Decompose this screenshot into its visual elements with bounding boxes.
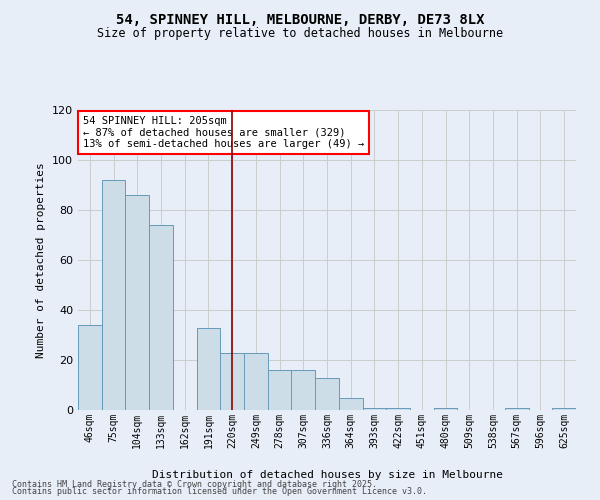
Bar — [125, 195, 149, 410]
Bar — [434, 408, 457, 410]
Bar — [197, 328, 220, 410]
Bar — [149, 225, 173, 410]
Y-axis label: Number of detached properties: Number of detached properties — [37, 162, 46, 358]
Bar — [292, 370, 315, 410]
Bar — [244, 352, 268, 410]
Bar — [552, 408, 576, 410]
Bar — [268, 370, 292, 410]
Bar — [102, 180, 125, 410]
Bar — [362, 408, 386, 410]
Bar — [220, 352, 244, 410]
Bar — [505, 408, 529, 410]
Bar — [315, 378, 339, 410]
Text: 54, SPINNEY HILL, MELBOURNE, DERBY, DE73 8LX: 54, SPINNEY HILL, MELBOURNE, DERBY, DE73… — [116, 12, 484, 26]
Bar — [386, 408, 410, 410]
Text: Size of property relative to detached houses in Melbourne: Size of property relative to detached ho… — [97, 28, 503, 40]
Bar — [339, 398, 362, 410]
Bar — [78, 325, 102, 410]
Text: Contains HM Land Registry data © Crown copyright and database right 2025.: Contains HM Land Registry data © Crown c… — [12, 480, 377, 489]
Text: Contains public sector information licensed under the Open Government Licence v3: Contains public sector information licen… — [12, 487, 427, 496]
Text: 54 SPINNEY HILL: 205sqm
← 87% of detached houses are smaller (329)
13% of semi-d: 54 SPINNEY HILL: 205sqm ← 87% of detache… — [83, 116, 364, 149]
Text: Distribution of detached houses by size in Melbourne: Distribution of detached houses by size … — [151, 470, 503, 480]
